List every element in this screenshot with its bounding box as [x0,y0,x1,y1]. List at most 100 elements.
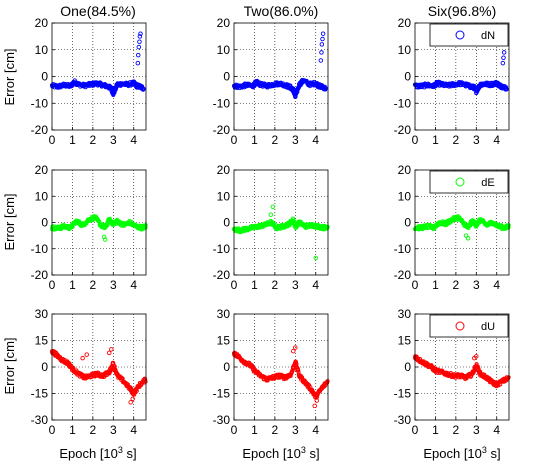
outlier-point-de-two [313,255,318,261]
y-tick-label: -10 [31,96,49,110]
y-tick-label: 10 [398,43,412,57]
y-tick-label: -10 [394,96,412,110]
data-point-du-two [325,379,330,384]
panel-frame-de-two [233,169,329,276]
outlier-point-dn-one [136,44,142,50]
y-tick-label: 15 [398,334,412,348]
y-tick-label: 10 [217,189,231,203]
y-tick-label: 0 [223,216,230,230]
row-ylabel-du: Error [cm] [2,337,17,394]
panel-frame-dn-one [51,22,147,131]
y-tick-label: 0 [41,360,48,374]
y-tick-label: 20 [217,16,231,30]
y-tick-label: 0 [404,216,411,230]
outlier-point-dn-one [137,34,143,39]
legend-box-du [429,314,509,338]
x-axis-title-one: Epoch [103 s] [59,445,136,461]
outlier-point-du-two [314,398,320,403]
outlier-point-dn-one [138,31,143,36]
outlier-point-du-two [312,403,317,409]
y-tick-label: -30 [394,413,412,427]
y-tick-label: 15 [35,334,49,348]
y-tick-label: -10 [31,242,49,256]
column-title-two: Two(86.0%) [244,3,319,19]
outlier-point-dn-one [135,52,141,58]
y-tick-label: 20 [35,16,49,30]
legend-label-dn: dN [481,30,495,42]
x-tick-label: 4 [130,423,137,437]
outlier-point-dn-two [319,42,325,47]
y-tick-label: 20 [398,163,412,177]
y-tick-label: 0 [223,360,230,374]
y-tick-label: -20 [394,268,412,282]
y-tick-label: 0 [223,70,230,84]
outlier-point-dn-six [501,55,506,61]
y-tick-label: 0 [404,360,411,374]
data-point-dn-six [504,85,509,90]
data-point-du-two [288,373,293,378]
x-tick-label: 3 [292,423,299,437]
y-tick-label: -15 [213,387,231,401]
x-tick-label: 4 [312,423,319,437]
outlier-point-dn-two [318,58,324,63]
y-tick-label: -15 [394,387,412,401]
y-tick-label: 20 [217,163,231,177]
outlier-point-dn-two [319,50,324,55]
y-tick-label: -20 [213,268,231,282]
legend-box-dn [429,23,509,47]
x-tick-label: 1 [69,278,76,292]
y-tick-label: -20 [394,123,412,137]
y-tick-label: 10 [398,189,412,203]
y-tick-label: 10 [217,43,231,57]
x-tick-label: 0 [231,278,238,292]
x-tick-label: 0 [49,278,56,292]
outlier-point-de-one [102,237,108,242]
outlier-point-dn-two [320,36,325,42]
x-tick-label: 2 [453,423,460,437]
x-tick-label: 4 [130,278,137,292]
x-tick-label: 2 [90,423,97,437]
y-tick-label: 0 [41,70,48,84]
outlier-point-du-one [84,352,89,357]
data-point-du-two [296,368,301,373]
legend-marker-du [455,321,465,331]
y-tick-label: 15 [217,334,231,348]
x-tick-label: 0 [412,133,419,147]
y-tick-label: 20 [398,16,412,30]
panel-frame-dn-two [233,22,329,131]
x-tick-label: 4 [312,278,319,292]
x-tick-label: 2 [90,133,97,147]
y-tick-label: -20 [31,123,49,137]
x-tick-label: 3 [292,133,299,147]
data-point-du-two [323,383,328,388]
column-title-one: One(84.5%) [60,3,135,19]
y-tick-label: 30 [217,307,231,321]
column-title-six: Six(96.8%) [428,3,496,19]
x-tick-label: 1 [432,423,439,437]
data-point-du-six [448,371,453,376]
data-point-du-two [293,359,298,364]
y-tick-label: -15 [31,387,49,401]
y-tick-label: 0 [41,216,48,230]
x-tick-label: 3 [473,278,480,292]
x-tick-label: 0 [412,423,419,437]
data-point-du-six [506,375,511,380]
x-tick-label: 1 [251,278,258,292]
outlier-point-de-two [268,212,274,217]
y-tick-label: 30 [398,307,412,321]
outlier-point-dn-one [135,60,141,66]
x-tick-label: 4 [312,133,319,147]
outlier-point-du-one [109,347,114,352]
data-layer [49,31,511,409]
y-tick-label: -20 [213,123,231,137]
x-axis-title-six: Epoch [103 s] [423,445,500,461]
y-tick-label: 10 [35,43,49,57]
x-tick-label: 2 [90,278,97,292]
legend-label-de: dE [481,177,494,189]
x-tick-label: 0 [231,133,238,147]
frame-layer [51,22,510,421]
data-point-dn-two [323,86,328,91]
legend-marker-de [455,177,465,187]
